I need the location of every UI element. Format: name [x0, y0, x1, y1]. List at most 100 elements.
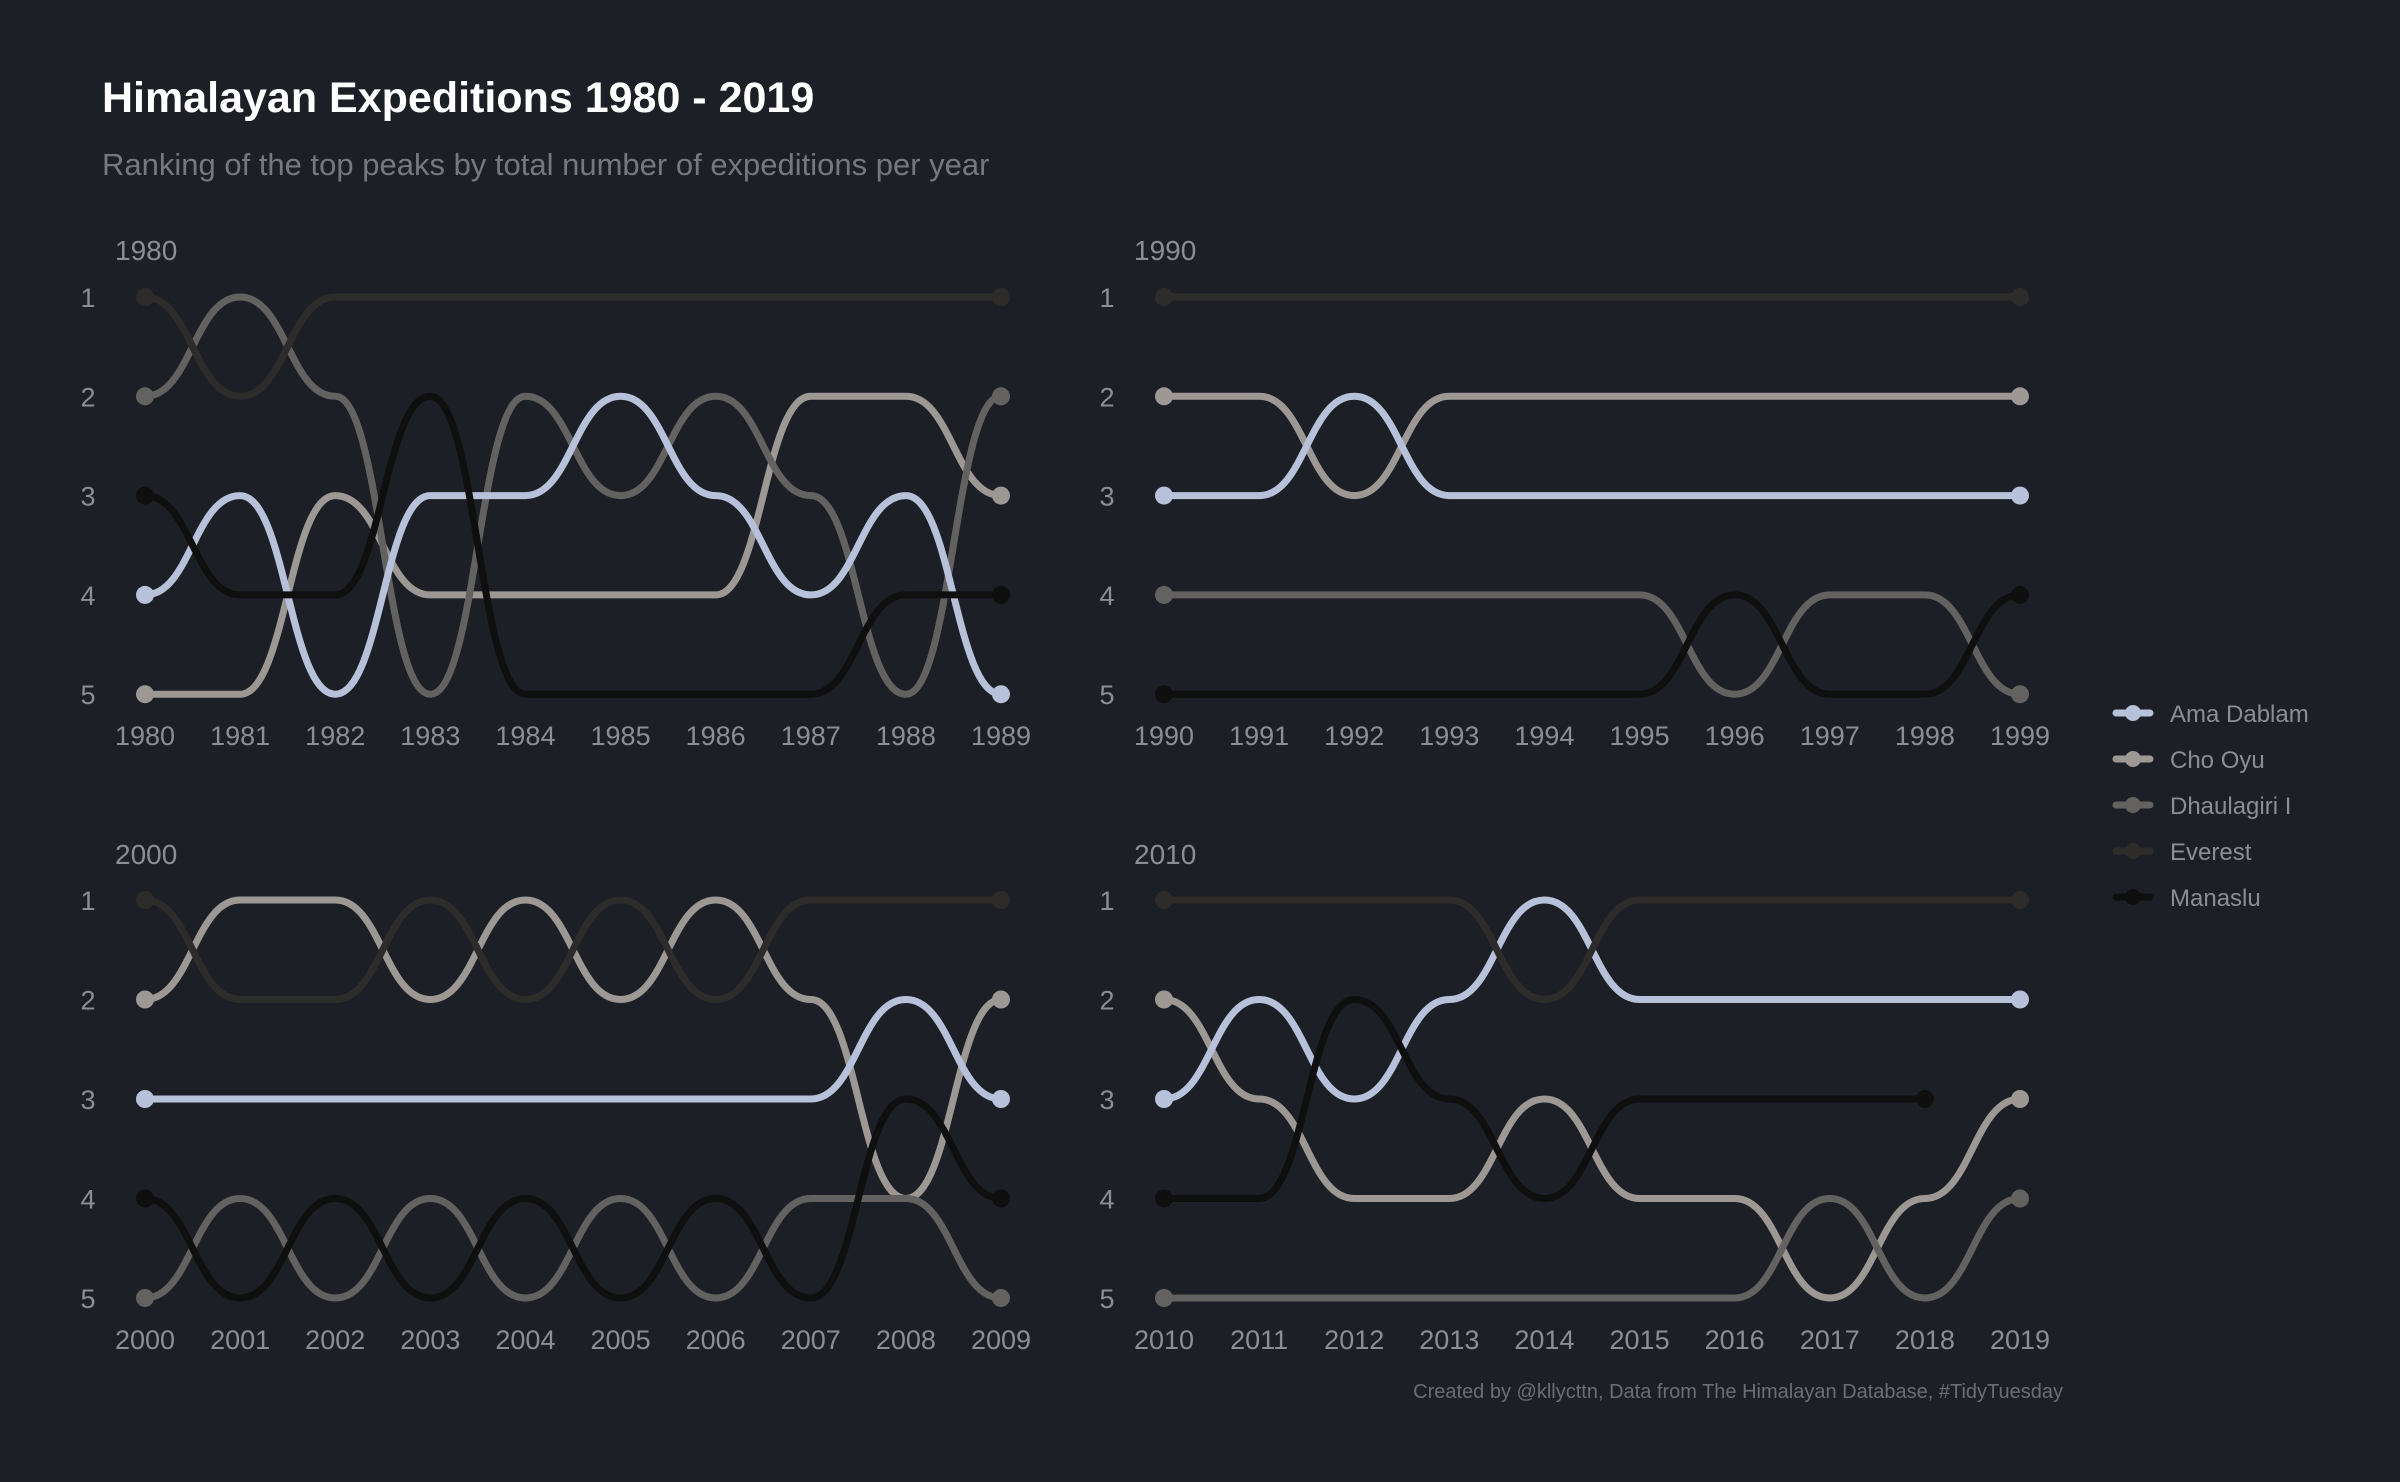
x-tick-label: 1991	[1229, 721, 1289, 751]
series-end-point-dhaulagiri-i	[2011, 1189, 2029, 1208]
legend-item-ama-dablam: Ama Dablam	[2112, 701, 2309, 728]
legend-label: Ama Dablam	[2170, 701, 2309, 728]
y-tick-label: 2	[80, 986, 95, 1016]
x-tick-label: 2003	[400, 1325, 460, 1355]
x-tick-label: 2004	[495, 1325, 555, 1355]
series-start-point-everest	[1155, 288, 1173, 306]
series-line-cho-oyu	[141, 896, 1005, 1202]
series-line-ama-dablam	[1160, 392, 2024, 500]
y-tick-label: 4	[1099, 581, 1114, 611]
series-end-point-dhaulagiri-i	[2011, 685, 2029, 704]
series-line-cho-oyu	[1160, 392, 2024, 500]
legend-label: Manaslu	[2170, 885, 2261, 912]
series-start-point-cho-oyu	[1155, 387, 1173, 406]
legend-item-everest: Everest	[2112, 839, 2252, 866]
x-tick-label: 1996	[1705, 721, 1765, 751]
y-tick-label: 4	[80, 581, 95, 611]
x-tick-label: 1992	[1324, 721, 1384, 751]
series-line-dhaulagiri-i	[141, 1195, 1005, 1302]
legend-swatch-point	[2125, 751, 2141, 767]
series-start-point-everest	[136, 288, 154, 306]
legend-swatch-point	[2125, 889, 2141, 905]
y-tick-label: 4	[1099, 1185, 1114, 1215]
series-end-point-cho-oyu	[992, 990, 1010, 1009]
series-start-point-cho-oyu	[136, 685, 154, 704]
legend: Ama Dablam Cho Oyu Dhaulagiri I Everest Mana…	[2112, 701, 2309, 912]
series-start-point-dhaulagiri-i	[136, 387, 154, 406]
series-end-point-manaslu	[1915, 1090, 1934, 1108]
y-tick-label: 2	[1099, 986, 1114, 1016]
y-tick-label: 5	[80, 1284, 95, 1314]
y-tick-label: 1	[80, 886, 95, 916]
y-tick-label: 5	[1099, 680, 1114, 710]
x-tick-label: 1989	[971, 721, 1031, 751]
y-tick-label: 4	[80, 1185, 95, 1215]
x-tick-label: 1980	[115, 721, 175, 751]
y-tick-label: 3	[80, 482, 95, 512]
series-line-ama-dablam	[141, 996, 1005, 1103]
panel-2010: 2010 1 2 3 4 5 2010 2011 2012 2013 2014 2015 2016 201…	[1099, 839, 2050, 1355]
y-tick-label: 2	[80, 382, 95, 412]
legend-label: Cho Oyu	[2170, 747, 2265, 774]
series-start-point-cho-oyu	[136, 990, 154, 1009]
series-line-everest	[1160, 896, 2024, 1003]
x-tick-label: 1982	[305, 721, 365, 751]
series-line-manaslu	[141, 1095, 1005, 1302]
x-tick-label: 2000	[115, 1325, 175, 1355]
series-end-point-everest	[992, 288, 1010, 306]
x-tick-label: 2005	[591, 1325, 651, 1355]
series-start-point-dhaulagiri-i	[136, 1289, 154, 1307]
x-tick-label: 1988	[876, 721, 936, 751]
x-tick-label: 1987	[781, 721, 841, 751]
panel-1990: 1990 1 2 3 4 5 1990 1991 1992 1993 1994 1995 1996 199…	[1099, 235, 2050, 751]
series-line-ama-dablam	[141, 392, 1005, 698]
series-start-point-ama-dablam	[1155, 486, 1173, 505]
series-line-everest	[141, 896, 1005, 1003]
series-end-point-everest	[2011, 891, 2029, 909]
series-line-manaslu	[1160, 591, 2024, 698]
series-end-point-ama-dablam	[992, 1090, 1010, 1108]
series-end-point-everest	[2011, 288, 2029, 306]
series-start-point-manaslu	[1155, 685, 1173, 704]
x-tick-label: 1995	[1610, 721, 1670, 751]
series-end-point-ama-dablam	[2011, 486, 2029, 505]
x-tick-label: 2013	[1419, 1325, 1479, 1355]
y-tick-label: 3	[1099, 1085, 1114, 1115]
chart-subtitle: Ranking of the top peaks by total number…	[102, 147, 989, 182]
x-tick-label: 2016	[1705, 1325, 1765, 1355]
series-end-point-manaslu	[2011, 585, 2029, 604]
series-end-point-ama-dablam	[992, 685, 1010, 704]
series-start-point-manaslu	[136, 1189, 154, 1208]
series-line-manaslu	[1160, 996, 1929, 1202]
series-line-everest	[141, 293, 1005, 400]
series-end-point-cho-oyu	[2011, 1090, 2029, 1108]
x-tick-label: 1981	[210, 721, 270, 751]
panel-label: 2000	[115, 839, 177, 870]
series-end-point-ama-dablam	[2011, 990, 2029, 1009]
series-line-dhaulagiri-i	[1160, 1195, 2024, 1302]
x-tick-label: 1985	[591, 721, 651, 751]
x-tick-label: 1999	[1990, 721, 2050, 751]
y-tick-label: 5	[1099, 1284, 1114, 1314]
x-tick-label: 2017	[1800, 1325, 1860, 1355]
series-end-point-manaslu	[992, 585, 1010, 604]
x-tick-label: 2006	[686, 1325, 746, 1355]
facet-panels: 1980 1 2 3 4 5 1980 1981 1982 1983 1984 1985 1986 198…	[80, 235, 2050, 1355]
x-tick-label: 2012	[1324, 1325, 1384, 1355]
x-tick-label: 1986	[686, 721, 746, 751]
series-start-point-ama-dablam	[136, 585, 154, 604]
y-tick-label: 1	[80, 283, 95, 313]
x-tick-label: 2008	[876, 1325, 936, 1355]
x-tick-label: 1994	[1514, 721, 1574, 751]
panel-2000: 2000 1 2 3 4 5 2000 2001 2002 2003 2004 2005 2006 200…	[80, 839, 1031, 1355]
series-start-point-dhaulagiri-i	[1155, 585, 1173, 604]
y-tick-label: 3	[1099, 482, 1114, 512]
series-line-dhaulagiri-i	[1160, 591, 2024, 698]
y-tick-label: 5	[80, 680, 95, 710]
series-start-point-ama-dablam	[1155, 1090, 1173, 1108]
x-tick-label: 2014	[1514, 1325, 1574, 1355]
series-start-point-manaslu	[1155, 1189, 1173, 1208]
x-tick-label: 1998	[1895, 721, 1955, 751]
panel-label: 1980	[115, 235, 177, 266]
